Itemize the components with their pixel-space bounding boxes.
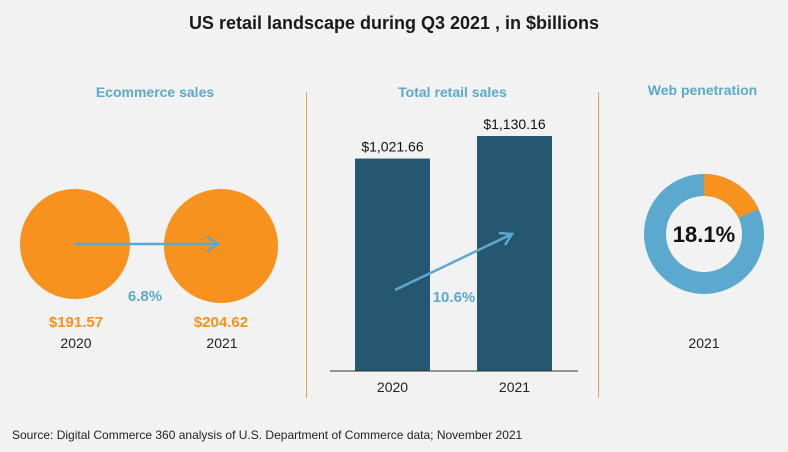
bubble-2021 bbox=[164, 189, 278, 303]
ecommerce-panel-title: Ecommerce sales bbox=[95, 84, 215, 100]
panel-divider-right bbox=[598, 92, 599, 398]
ecommerce-value-2020: $191.57 bbox=[48, 314, 104, 331]
bar-tick-label-2021: 2021 bbox=[499, 379, 530, 395]
retail-panel-title: Total retail sales bbox=[398, 84, 507, 100]
bar-value-label-2020: $1,021.66 bbox=[361, 139, 423, 155]
bar-2021 bbox=[477, 136, 552, 371]
bar-value-label-2021: $1,130.16 bbox=[483, 116, 545, 132]
bar-tick-label-2020: 2020 bbox=[377, 379, 408, 395]
bar-2020 bbox=[355, 158, 430, 371]
donut-center-label: 18.1% bbox=[673, 222, 735, 247]
ecommerce-growth-arrow bbox=[74, 235, 221, 253]
retail-growth-label: 10.6% bbox=[433, 289, 476, 306]
web-year-2021: 2021 bbox=[688, 335, 720, 351]
web-panel-title: Web penetration bbox=[647, 82, 758, 98]
panel-divider-left bbox=[306, 92, 307, 398]
ecommerce-year-2021: 2021 bbox=[206, 335, 238, 351]
ecommerce-year-2020: 2020 bbox=[60, 335, 92, 351]
donut-web-segment bbox=[644, 174, 764, 294]
source-note: Source: Digital Commerce 360 analysis of… bbox=[12, 428, 523, 442]
retail-growth-arrow bbox=[394, 231, 515, 292]
ecommerce-growth-label: 6.8% bbox=[127, 288, 163, 305]
page-title: US retail landscape during Q3 2021 , in … bbox=[188, 13, 600, 33]
ecommerce-value-2021: $204.62 bbox=[193, 314, 249, 331]
